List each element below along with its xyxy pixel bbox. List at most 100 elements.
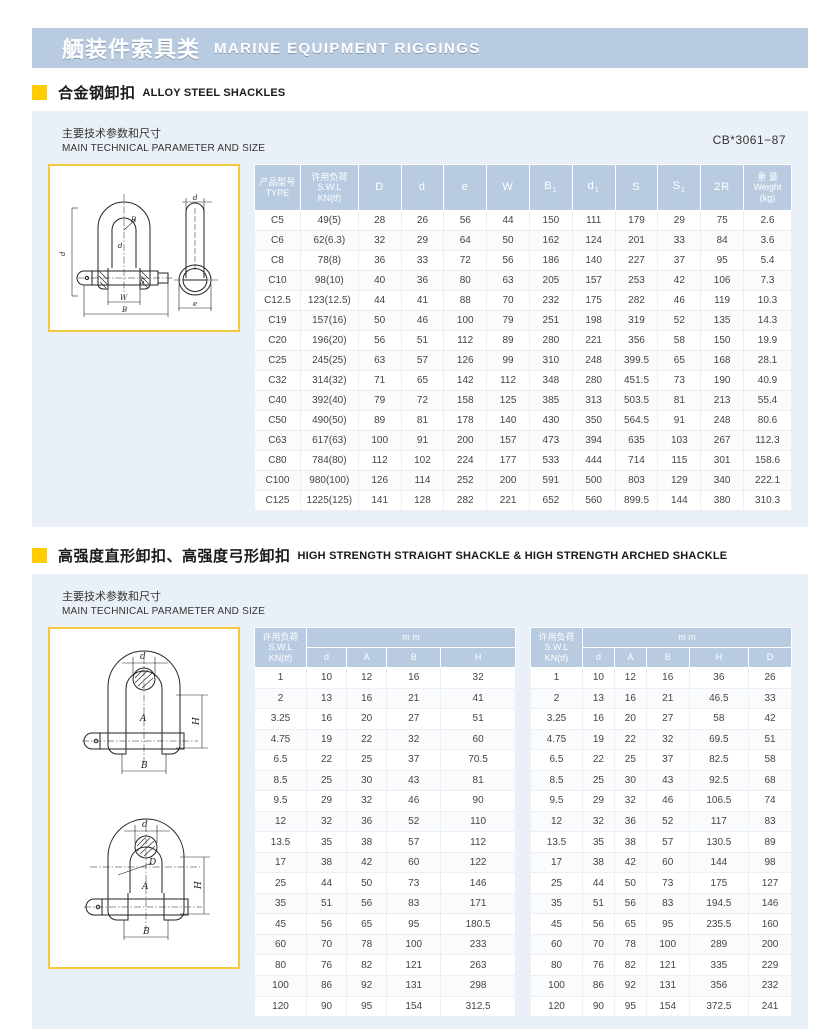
table-cell: 33: [657, 230, 702, 251]
table-cell: 784(80): [299, 450, 359, 471]
table-cell: 232: [748, 974, 792, 997]
table-cell: 22: [305, 749, 348, 771]
table-cell: 60: [440, 728, 516, 751]
table-cell: 1: [530, 667, 583, 689]
table-cell: 73: [386, 872, 442, 894]
table-cell: 280: [528, 330, 573, 351]
table-cell: 120: [530, 995, 583, 1018]
table-cell: 14.3: [743, 310, 792, 331]
table-row: 120 90 95 154 312.5: [254, 995, 516, 1018]
table-cell: 500: [571, 470, 616, 491]
table-cell: 38: [346, 831, 388, 853]
table-cell: 56: [305, 913, 348, 935]
table-cell: 232: [528, 290, 573, 311]
table-row: 8.5 25 30 43 81: [254, 769, 516, 792]
table-cell: 25: [530, 872, 583, 894]
table-cell: 35: [305, 831, 348, 853]
table-cell: 16: [305, 708, 348, 730]
table-cell: 560: [571, 490, 616, 511]
table-cell: 444: [571, 450, 616, 471]
col-H-left: H: [440, 647, 516, 668]
table-cell: 56: [357, 330, 402, 351]
table-cell: 253: [614, 270, 659, 291]
table-cell: 106.5: [688, 790, 750, 812]
table-cell: 119: [700, 290, 745, 311]
table-cell: 100: [645, 933, 690, 956]
label-B-straight: B: [140, 761, 148, 771]
table-row: 100 86 92 131 356 232: [530, 974, 792, 997]
table-cell: 19: [582, 728, 615, 751]
table-cell: 83: [386, 892, 442, 915]
table-row: C63 617(63) 100 91 200 157 473 394 635 103 267 112.…: [254, 430, 792, 451]
table-cell: 56: [486, 250, 530, 271]
table-cell: 100: [386, 933, 442, 956]
table-cell: 36: [613, 810, 647, 833]
table-cell: 146: [440, 872, 516, 894]
table-cell: 100: [443, 310, 488, 331]
table-cell: 32: [613, 790, 647, 812]
col-B-left: B: [386, 647, 442, 668]
table-cell: 533: [528, 450, 573, 471]
col-A-right: A: [613, 647, 647, 668]
table-cell: 233: [440, 933, 516, 956]
table-cell: 56: [582, 913, 615, 935]
table-cell: 70.5: [440, 749, 516, 771]
table-cell: 36: [688, 667, 750, 689]
table-row: C20 196(20) 56 51 112 89 280 221 356 58 150 19.9: [254, 330, 792, 351]
table-cell: 13: [582, 687, 615, 710]
table-cell: 95: [346, 995, 388, 1018]
table-row: 12 32 36 52 117 83: [530, 810, 792, 833]
table-cell: C8: [254, 250, 301, 271]
table-cell: 19.9: [743, 330, 792, 351]
table-cell: 37: [386, 749, 442, 771]
table-cell: 84: [700, 230, 745, 251]
table-cell: 50: [357, 310, 402, 331]
table-cell: C19: [254, 310, 301, 331]
table-cell: 80: [254, 954, 307, 976]
table-cell: 72: [443, 250, 488, 271]
table-cell: 335: [688, 954, 750, 976]
table-row: C25 245(25) 63 57 126 99 310 248 399.5 65 168 28.1: [254, 350, 792, 371]
table-cell: 68: [748, 769, 792, 792]
col-swl: 许用负荷 S.W.L KN(tf): [299, 164, 359, 211]
table-cell: 88: [443, 290, 488, 311]
col-swl-right: 许用负荷 S.W.L KN(tf): [530, 627, 583, 668]
table-row: 80 76 82 121 335 229: [530, 954, 792, 976]
table-cell: C32: [254, 370, 301, 391]
table-cell: 26: [400, 210, 445, 231]
table-cell: 28: [357, 210, 402, 231]
table-cell: 35: [530, 892, 583, 915]
table-cell: 245(25): [299, 350, 359, 371]
table-cell: 158: [443, 390, 488, 411]
table-cell: 44: [582, 872, 615, 894]
table-cell: 79: [486, 310, 530, 331]
table-cell: 980(100): [299, 470, 359, 491]
table-cell: C20: [254, 330, 301, 351]
table-cell: 80.6: [743, 410, 792, 431]
table-cell: 111: [571, 210, 616, 231]
table-cell: C80: [254, 450, 301, 471]
table-cell: 70: [486, 290, 530, 311]
table-row: 45 56 65 95 180.5: [254, 913, 516, 935]
table-cell: 25: [254, 872, 307, 894]
label-B1: B: [121, 306, 127, 314]
table-cell: C5: [254, 210, 301, 231]
table-cell: 73: [645, 872, 690, 894]
table-cell: 55.4: [743, 390, 792, 411]
table-cell: 372.5: [688, 995, 750, 1018]
table-cell: 356: [688, 974, 750, 997]
table-row: 17 38 42 60 144 98: [530, 851, 792, 874]
table-cell: 194.5: [688, 892, 750, 915]
table-cell: 229: [748, 954, 792, 976]
table-cell: C125: [254, 490, 301, 511]
table-row: 4.75 19 22 32 60: [254, 728, 516, 751]
section1-heading: 合金钢卸扣 ALLOY STEEL SHACKLES: [32, 82, 830, 103]
table-cell: 22: [346, 728, 388, 751]
table-cell: 33: [748, 687, 792, 710]
table-cell: 20: [613, 708, 647, 730]
table-cell: 16: [346, 687, 388, 710]
table-cell: 73: [657, 370, 702, 391]
table-cell: 38: [582, 851, 615, 874]
table-cell: 12: [613, 667, 647, 689]
table-cell: 252: [443, 470, 488, 491]
